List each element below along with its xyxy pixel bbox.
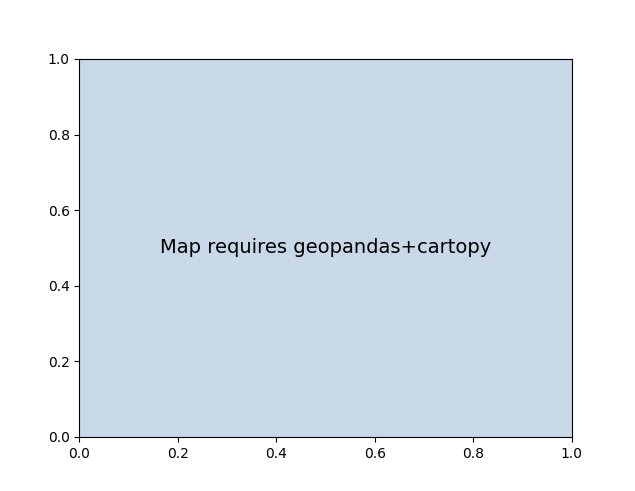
Text: Map requires geopandas+cartopy: Map requires geopandas+cartopy: [160, 239, 491, 257]
